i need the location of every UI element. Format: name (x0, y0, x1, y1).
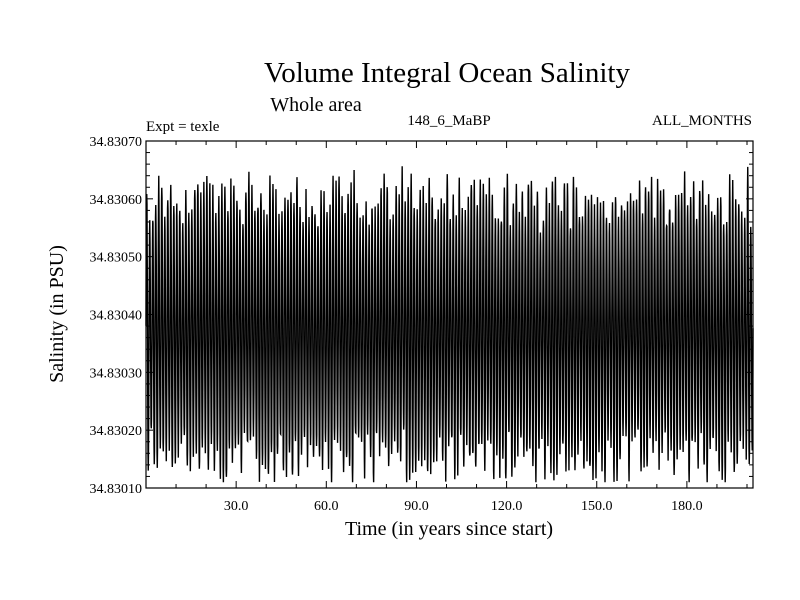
x-tick-label: 150.0 (581, 499, 613, 514)
y-tick-label: 34.83030 (90, 366, 143, 381)
y-tick-label: 34.83040 (90, 309, 143, 324)
x-tick-label: 120.0 (491, 499, 523, 514)
y-tick-label: 34.83070 (90, 135, 143, 150)
y-tick-label: 34.83010 (90, 482, 143, 497)
y-axis-label: Salinity (in PSU) (46, 245, 68, 383)
y-tick-label: 34.83060 (90, 193, 143, 208)
chart-subtitle: Whole area (270, 94, 362, 116)
y-tick-label: 34.83020 (90, 424, 143, 439)
annotation-expt: Expt = texle (146, 119, 220, 135)
x-axis: 30.0 60.0 90.0 120.0 150.0 180.0 (175, 141, 748, 514)
annotation-run: 148_6_MaBP (407, 113, 490, 129)
x-tick-label: 90.0 (404, 499, 429, 514)
x-tick-label: 180.0 (671, 499, 703, 514)
x-axis-label: Time (in years since start) (345, 518, 553, 540)
y-axis: 34.83010 34.83020 34.83030 34.83040 34.83050… (90, 135, 753, 497)
annotation-months: ALL_MONTHS (652, 113, 752, 129)
x-tick-label: 60.0 (314, 499, 339, 514)
chart-title: Volume Integral Ocean Salinity (264, 57, 630, 89)
salinity-series-line (145, 166, 754, 483)
series-layer (145, 166, 754, 483)
y-tick-label: 34.83050 (90, 251, 143, 266)
x-tick-label: 30.0 (224, 499, 249, 514)
